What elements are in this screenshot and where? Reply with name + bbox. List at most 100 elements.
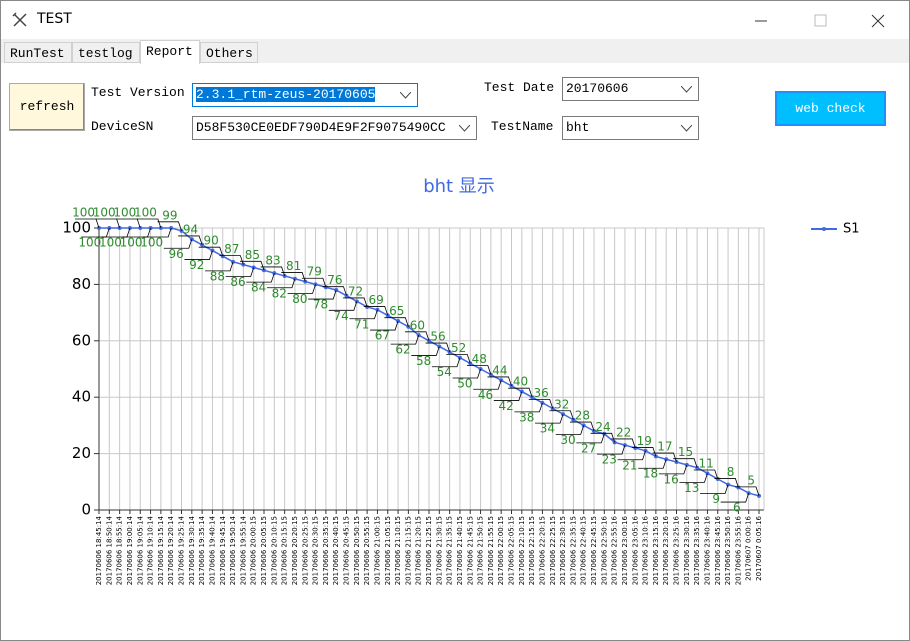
x-tick-label: 20170606 20:45:15 — [343, 516, 351, 585]
data-label: 32 — [554, 397, 569, 411]
label-leader — [411, 346, 440, 356]
label-leader — [673, 458, 698, 468]
data-label: 100 — [72, 206, 95, 220]
data-label: 96 — [169, 247, 184, 261]
data-label: 100 — [140, 236, 163, 250]
x-tick-label: 20170606 22:40:15 — [580, 516, 588, 585]
x-tick-label: 20170606 23:30:16 — [683, 515, 691, 585]
x-tick-label: 20170606 22:00:15 — [497, 516, 505, 585]
data-label: 92 — [189, 258, 204, 272]
x-tick-label: 20170606 22:05:15 — [508, 516, 516, 585]
label-leader — [528, 399, 554, 409]
x-tick-label: 20170606 22:10:15 — [518, 516, 526, 585]
data-label: 40 — [513, 375, 528, 389]
label-leader — [363, 306, 389, 316]
x-tick-label: 20170606 21:30:15 — [435, 516, 443, 585]
data-label: 94 — [183, 222, 198, 236]
label-leader — [431, 357, 461, 368]
refresh-button[interactable]: refresh — [9, 83, 85, 131]
data-point — [488, 372, 493, 377]
y-tick-label: 20 — [72, 444, 91, 462]
label: Test Date — [484, 80, 555, 95]
tab-active[interactable]: Report — [140, 40, 200, 64]
data-label: 8 — [727, 465, 735, 479]
data-label: 15 — [678, 445, 693, 459]
data-point — [447, 350, 452, 355]
label-leader — [370, 320, 399, 331]
tab[interactable]: Others — [200, 42, 258, 63]
label-leader — [349, 309, 378, 320]
combo-box[interactable]: bht — [562, 116, 699, 140]
combo-text: bht — [566, 120, 590, 135]
combo-box[interactable]: 20170606 — [562, 77, 699, 101]
data-label: 80 — [292, 292, 307, 306]
label-leader — [198, 246, 224, 257]
data-label: 52 — [451, 341, 466, 355]
x-tick-label: 20170606 21:35:15 — [446, 516, 454, 585]
data-label: 48 — [472, 352, 487, 366]
tab[interactable]: testlog — [72, 42, 140, 63]
web-check-button[interactable]: web check — [775, 91, 886, 126]
data-label: 16 — [664, 472, 679, 486]
x-tick-label: 20170606 23:10:16 — [642, 515, 650, 585]
data-label: 42 — [499, 399, 514, 413]
x-tick-label: 20170606 19:35:14 — [198, 515, 206, 585]
combo-box[interactable]: 2.3.1_rtm-zeus-20170605 — [192, 83, 418, 107]
data-label: 11 — [698, 456, 713, 470]
x-tick-label: 20170606 23:25:16 — [673, 515, 681, 585]
label-leader — [446, 353, 471, 364]
x-tick-label: 20170606 22:45:15 — [590, 516, 598, 585]
data-label: 81 — [286, 259, 301, 273]
x-tick-label: 20170606 20:10:15 — [270, 516, 278, 585]
data-label: 87 — [224, 242, 239, 256]
label-leader — [225, 267, 255, 277]
x-tick-label: 20170606 20:25:15 — [301, 516, 309, 585]
data-label: 50 — [457, 377, 472, 391]
x-tick-label: 20170606 22:55:16 — [611, 515, 619, 585]
label-leader — [679, 473, 708, 483]
data-label: 86 — [230, 275, 245, 289]
data-label: 38 — [519, 410, 534, 424]
label-leader — [658, 464, 688, 475]
data-point — [406, 324, 411, 329]
label-leader — [466, 365, 492, 375]
data-point — [530, 395, 535, 400]
label-leader — [611, 438, 636, 449]
label-leader — [266, 278, 296, 289]
data-label: 27 — [581, 441, 596, 455]
data-label: 100 — [99, 236, 122, 250]
label-leader — [693, 469, 719, 480]
x-tick-label: 20170606 18:50:14 — [105, 515, 113, 585]
label-leader — [700, 484, 729, 495]
y-tick-label: 80 — [72, 275, 91, 293]
label-leader — [576, 433, 605, 444]
x-tick-label: 20170606 23:55:16 — [734, 515, 742, 585]
data-label: 23 — [602, 453, 617, 467]
x-tick-label: 20170606 20:55:15 — [363, 516, 371, 585]
label-leader — [343, 297, 368, 308]
data-label: 74 — [334, 309, 349, 323]
tab[interactable]: RunTest — [4, 42, 72, 63]
label-leader — [549, 410, 574, 420]
data-label: 30 — [560, 433, 575, 447]
window-controls[interactable] — [751, 13, 891, 29]
data-label: 60 — [410, 318, 425, 332]
data-label: 13 — [684, 481, 699, 495]
data-label: 100 — [113, 206, 136, 220]
data-label: 18 — [643, 467, 658, 481]
combo-box[interactable]: D58F530CE0EDF790D4E9F2F9075490CC — [192, 116, 477, 140]
data-label: 24 — [595, 420, 610, 434]
x-tick-label: 20170606 22:35:15 — [569, 516, 577, 585]
data-label: 100 — [134, 206, 157, 220]
data-label: 88 — [210, 269, 225, 283]
label-leader — [384, 317, 409, 327]
x-tick-label: 20170606 22:25:15 — [549, 516, 557, 585]
data-label: 99 — [162, 208, 177, 222]
selected-text: 2.3.1_rtm-zeus-20170605 — [196, 87, 376, 102]
label-leader — [163, 239, 193, 249]
x-tick-label: 20170606 19:55:14 — [239, 515, 247, 585]
data-label: 83 — [265, 253, 280, 267]
data-label: 28 — [575, 409, 590, 423]
x-tick-label: 20170606 21:50:15 — [477, 516, 485, 585]
